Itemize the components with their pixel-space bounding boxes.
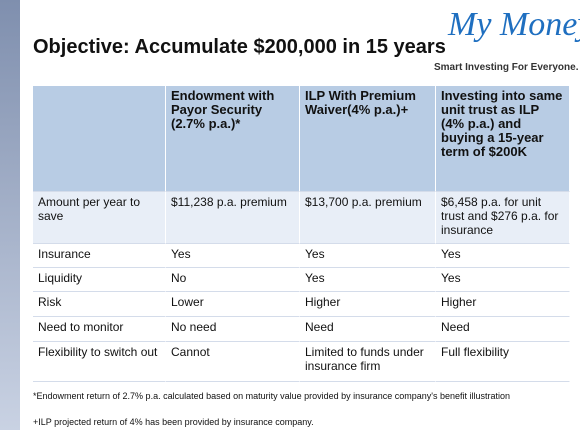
row-label: Amount per year to save bbox=[33, 192, 166, 244]
cell: Yes bbox=[300, 244, 436, 268]
header-cell bbox=[33, 86, 166, 192]
cell: Need bbox=[436, 317, 570, 342]
row-label: Flexibility to switch out bbox=[33, 342, 166, 382]
footnote: *Endowment return of 2.7% p.a. calculate… bbox=[33, 391, 510, 401]
cell: $13,700 p.a. premium bbox=[300, 192, 436, 244]
side-strip bbox=[0, 0, 20, 430]
cell: Yes bbox=[166, 244, 300, 268]
header-cell: ILP With Premium Waiver(4% p.a.)+ bbox=[300, 86, 436, 192]
logo: My Money bbox=[448, 6, 580, 43]
cell: No need bbox=[166, 317, 300, 342]
row-label: Insurance bbox=[33, 244, 166, 268]
cell: Full flexibility bbox=[436, 342, 570, 382]
footnote: +ILP projected return of 4% has been pro… bbox=[33, 417, 314, 427]
cell: Yes bbox=[300, 268, 436, 292]
tagline: Smart Investing For Everyone. bbox=[434, 62, 579, 73]
cell: Yes bbox=[436, 244, 570, 268]
cell: Yes bbox=[436, 268, 570, 292]
title: Objective: Accumulate $200,000 in 15 yea… bbox=[33, 36, 446, 58]
cell: No bbox=[166, 268, 300, 292]
row-label: Liquidity bbox=[33, 268, 166, 292]
row-label: Risk bbox=[33, 292, 166, 317]
comparison-table: Endowment with Payor Security (2.7% p.a.… bbox=[33, 86, 570, 382]
cell: $11,238 p.a. premium bbox=[166, 192, 300, 244]
header-cell: Endowment with Payor Security (2.7% p.a.… bbox=[166, 86, 300, 192]
cell: Lower bbox=[166, 292, 300, 317]
row-label: Need to monitor bbox=[33, 317, 166, 342]
cell: Need bbox=[300, 317, 436, 342]
cell: Higher bbox=[436, 292, 570, 317]
cell: Cannot bbox=[166, 342, 300, 382]
header-cell: Investing into same unit trust as ILP (4… bbox=[436, 86, 570, 192]
cell: Limited to funds under insurance firm bbox=[300, 342, 436, 382]
cell: Higher bbox=[300, 292, 436, 317]
cell: $6,458 p.a. for unit trust and $276 p.a.… bbox=[436, 192, 570, 244]
